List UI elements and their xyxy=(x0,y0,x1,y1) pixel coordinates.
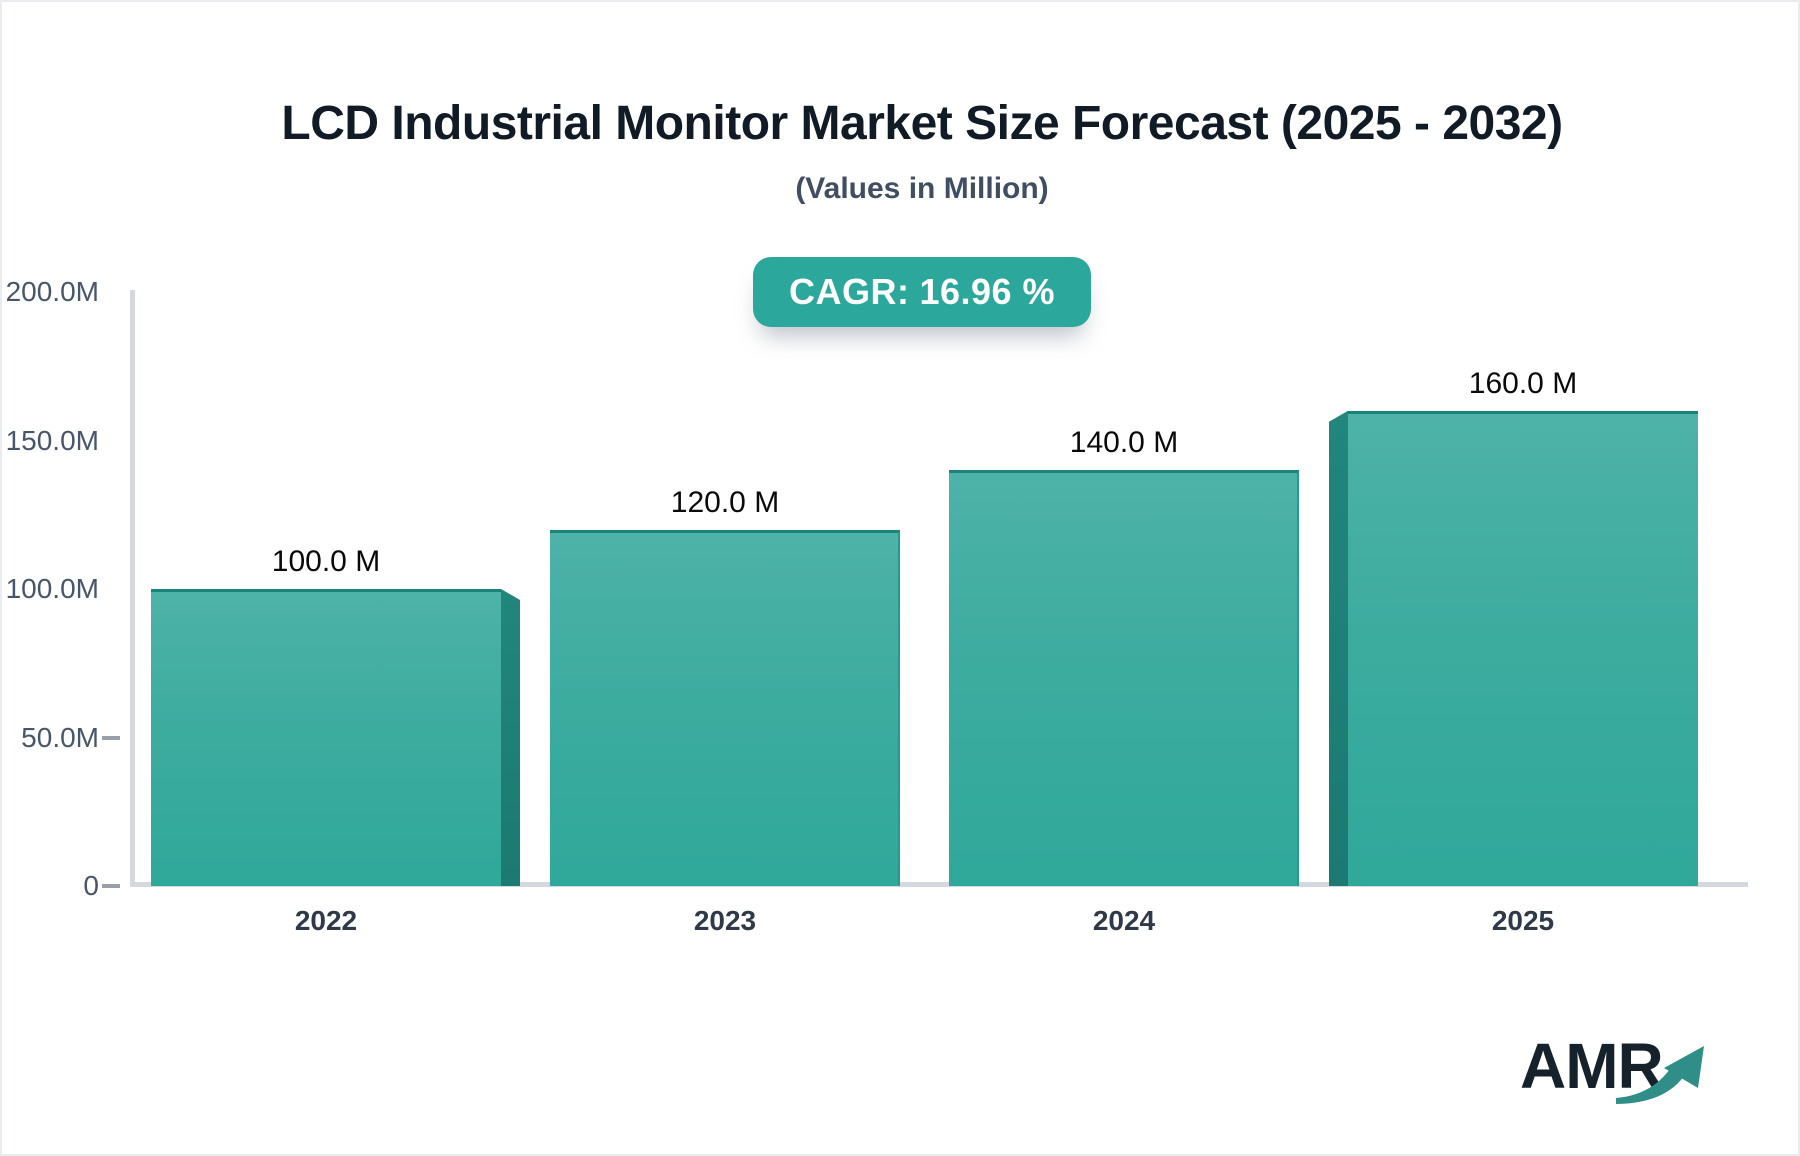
y-tick-label-100.0M: 100.0M xyxy=(5,573,99,604)
y-tick-label-200.0M: 200.0M xyxy=(5,276,99,307)
bar-2022-side xyxy=(501,589,520,886)
bar-value-label-2023: 120.0 M xyxy=(670,485,780,519)
amr-logo: AMR xyxy=(1520,1020,1740,1130)
amr-logo-text: AMR xyxy=(1520,1030,1664,1102)
x-axis-label-2025: 2025 xyxy=(1491,905,1555,936)
x-axis-label-2023: 2023 xyxy=(693,905,757,936)
bar-2022 xyxy=(151,589,501,886)
bar-2023 xyxy=(550,529,900,886)
x-axis-line xyxy=(130,882,1748,887)
bar-value-label-2024: 140.0 M xyxy=(1069,426,1179,460)
cagr-badge-row: CAGR: 16.96 % xyxy=(46,257,1798,327)
y-tick-label-50.0M: 50.0M xyxy=(21,721,99,753)
bar-2025 xyxy=(1348,410,1698,886)
bar-2025-side xyxy=(1329,410,1348,886)
bar-value-label-2022: 100.0 M xyxy=(271,545,381,578)
x-axis-label-2022: 2022 xyxy=(294,905,358,936)
y-tick-label-150.0M: 150.0M xyxy=(5,424,99,456)
growth-arrow-icon xyxy=(1616,1046,1704,1104)
bar-2024 xyxy=(949,470,1299,886)
cagr-value: 16.96 % xyxy=(919,271,1056,312)
chart-title: LCD Industrial Monitor Market Size Forec… xyxy=(281,97,1563,150)
y-axis-line xyxy=(130,290,135,887)
y-tick-mark-0 xyxy=(102,884,120,888)
cagr-badge: CAGR: 16.96 % xyxy=(752,257,1092,327)
chart-subtitle: (Values in Million) xyxy=(795,172,1049,205)
x-axis-label-2024: 2024 xyxy=(1092,905,1156,936)
y-tick-label-0: 0 xyxy=(83,870,99,901)
y-tick-mark-50.0M xyxy=(102,735,120,740)
bar-value-label-2025: 160.0 M xyxy=(1468,366,1578,400)
cagr-label: CAGR: xyxy=(788,271,910,312)
